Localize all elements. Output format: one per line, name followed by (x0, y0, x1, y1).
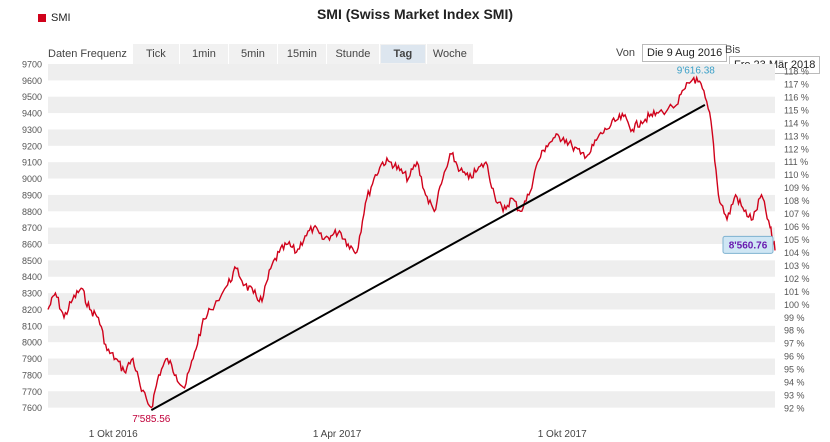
y-tick-label-left: 8700 (22, 223, 42, 233)
y-tick-label-left: 9600 (22, 76, 42, 86)
y-tick-label-right: 107 % (784, 209, 810, 219)
y-tick-label-right: 118 % (784, 67, 809, 77)
freq-5min-button[interactable]: 5min (228, 44, 277, 64)
y-tick-label-left: 8500 (22, 256, 42, 266)
trend-line (150, 104, 706, 411)
from-label: Von (616, 47, 635, 59)
last-value-label: 8'560.76 (729, 240, 768, 251)
y-tick-label-right: 95 % (784, 365, 805, 375)
freq-tick-button[interactable]: Tick (132, 44, 179, 64)
y-tick-label-right: 100 % (784, 300, 810, 310)
y-tick-label-right: 114 % (784, 118, 809, 128)
y-tick-label-right: 102 % (784, 274, 810, 284)
y-tick-label-left: 7700 (22, 387, 42, 397)
range-from: Von Die 9 Aug 2016 (616, 44, 728, 62)
freq-15min-button[interactable]: 15min (277, 44, 326, 64)
legend-label: SMI (51, 12, 71, 24)
y-tick-label-right: 117 % (784, 79, 809, 89)
y-tick-label-right: 101 % (784, 287, 810, 297)
y-tick-label-left: 9200 (22, 141, 42, 151)
grid-band (48, 358, 775, 375)
grid-band (48, 293, 775, 310)
x-tick-label: 1 Apr 2017 (313, 429, 362, 440)
y-tick-label-right: 92 % (784, 404, 805, 414)
y-tick-label-right: 113 % (784, 131, 809, 141)
y-tick-label-left: 9300 (22, 125, 42, 135)
y-tick-label-right: 106 % (784, 222, 810, 232)
y-tick-label-right: 97 % (784, 339, 805, 349)
legend-swatch (38, 14, 46, 22)
y-tick-label-left: 8900 (22, 190, 42, 200)
y-tick-label-left: 9000 (22, 174, 42, 184)
smi-series-line (47, 75, 776, 409)
freq-woche-button[interactable]: Woche (426, 44, 473, 64)
y-tick-label-right: 96 % (784, 352, 805, 362)
y-tick-label-left: 9100 (22, 158, 42, 168)
x-tick-label: 1 Okt 2017 (538, 429, 587, 440)
grid-band (48, 96, 775, 114)
y-tick-label-left: 7800 (22, 370, 42, 380)
y-tick-label-left: 9700 (22, 60, 42, 70)
y-tick-label-right: 105 % (784, 235, 810, 245)
freq-stunde-button[interactable]: Stunde (326, 44, 379, 64)
grid-band (48, 391, 775, 408)
grid-band (48, 64, 775, 81)
grid-band (48, 227, 775, 244)
min-value-label: 7'585.56 (132, 414, 170, 425)
grid-band (48, 260, 775, 277)
y-tick-label-left: 9400 (22, 109, 42, 119)
y-tick-label-right: 110 % (784, 170, 809, 180)
grid-band (48, 194, 775, 212)
y-tick-label-left: 8100 (22, 321, 42, 331)
y-tick-label-right: 111 % (784, 157, 808, 167)
y-tick-label-right: 103 % (784, 261, 810, 271)
x-tick-label: 1 Okt 2016 (89, 429, 138, 440)
y-tick-label-left: 8600 (22, 240, 42, 250)
y-tick-label-right: 94 % (784, 378, 805, 388)
y-tick-label-right: 116 % (784, 92, 809, 102)
y-tick-label-left: 7600 (22, 403, 42, 413)
y-tick-label-right: 115 % (784, 105, 809, 115)
legend: SMI (38, 12, 71, 24)
y-tick-label-left: 9500 (22, 92, 42, 102)
y-tick-label-left: 7900 (22, 354, 42, 364)
freq-tag-button[interactable]: Tag (379, 44, 426, 64)
grid-band (48, 325, 775, 343)
y-tick-label-right: 112 % (784, 144, 809, 154)
y-tick-label-left: 8200 (22, 305, 42, 315)
grid-band (48, 129, 775, 146)
y-tick-label-right: 108 % (784, 196, 810, 206)
last-value-box (722, 235, 774, 254)
y-tick-label-right: 104 % (784, 248, 810, 258)
y-tick-label-left: 8000 (22, 338, 42, 348)
y-tick-label-right: 109 % (784, 183, 810, 193)
max-value-label: 9'616.38 (677, 66, 715, 77)
frequency-label: Daten Frequenz (48, 48, 127, 60)
to-label: Bis (725, 44, 741, 56)
y-tick-label-right: 99 % (784, 313, 805, 323)
y-tick-label-right: 93 % (784, 391, 805, 401)
y-tick-label-left: 8800 (22, 207, 42, 217)
freq-1min-button[interactable]: 1min (179, 44, 228, 64)
y-tick-label-left: 8300 (22, 289, 42, 299)
from-date-field[interactable]: Die 9 Aug 2016 (642, 44, 728, 62)
chart-title: SMI (Swiss Market Index SMI) (316, 6, 514, 22)
frequency-toolbar: Daten Frequenz Tick 1min 5min 15min Stun… (48, 44, 474, 64)
y-tick-label-right: 98 % (784, 326, 805, 336)
y-tick-label-left: 8400 (22, 272, 42, 282)
